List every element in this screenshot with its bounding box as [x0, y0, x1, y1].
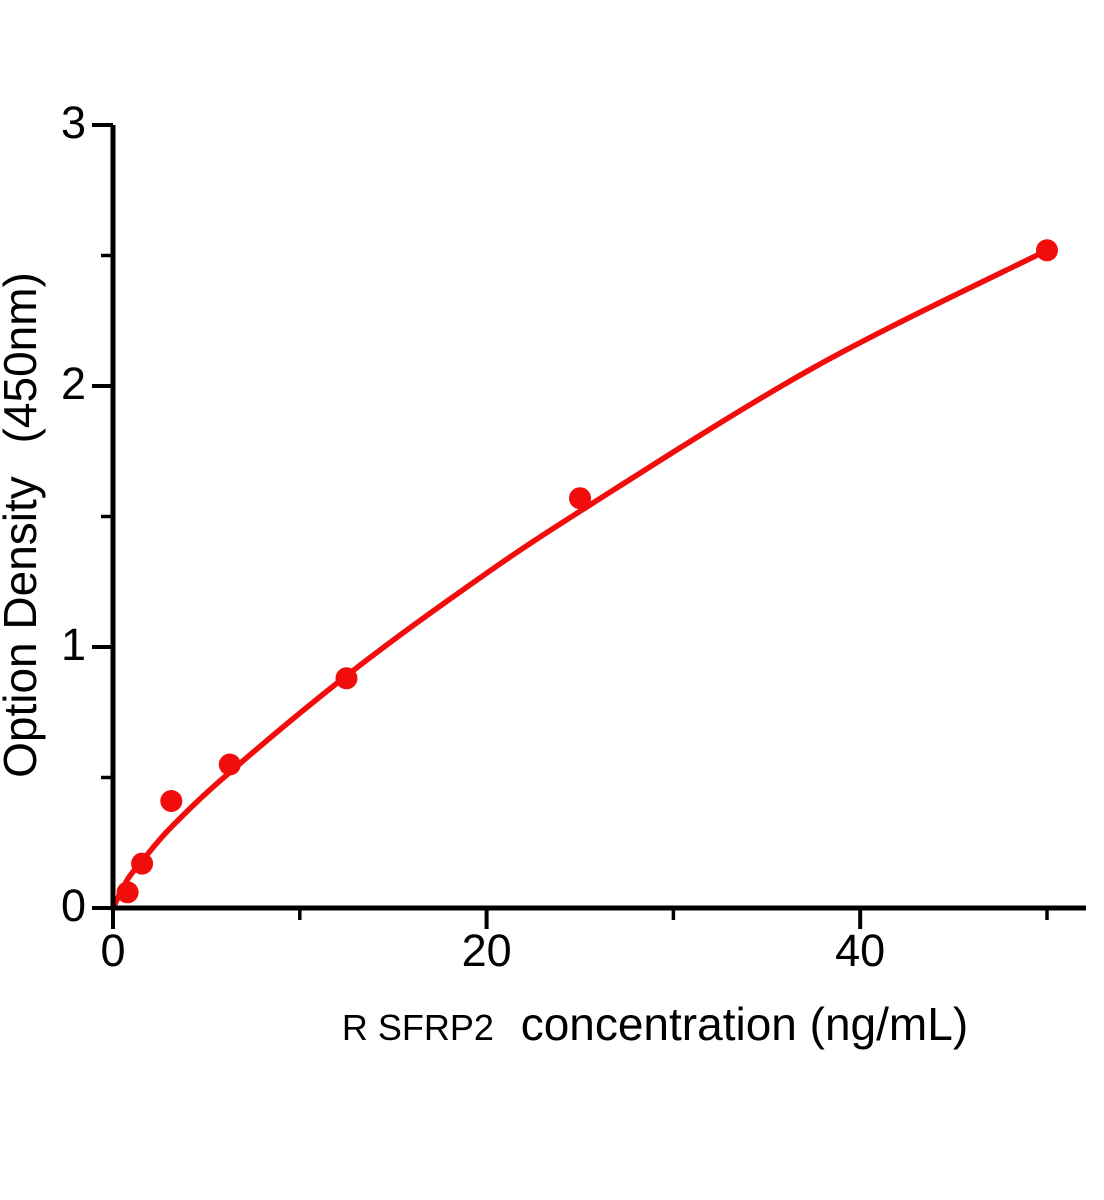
data-point — [569, 487, 591, 510]
data-point — [116, 881, 139, 904]
data-points-layer — [116, 239, 1058, 904]
x-tick-label: 40 — [835, 925, 885, 976]
x-axis-title: R SFRP2 concentration (ng/mL) — [342, 998, 968, 1050]
data-point — [1036, 239, 1058, 262]
y-axis-title-main: Option Density — [0, 476, 46, 778]
y-axis-title-unit: (450nm) — [0, 272, 46, 443]
y-tick-label: 2 — [61, 358, 86, 409]
y-tick-label: 1 — [61, 619, 86, 670]
y-axis-title: Option Density (450nm) — [0, 272, 46, 778]
data-point — [160, 790, 183, 812]
x-tick-label: 0 — [100, 925, 125, 976]
y-tick-label: 3 — [61, 97, 86, 148]
fit-curve — [110, 247, 1050, 911]
x-axis-title-prefix: R SFRP2 — [342, 1007, 494, 1048]
y-tick-label: 0 — [61, 880, 86, 931]
axis-spines — [110, 125, 1086, 911]
data-point — [131, 852, 154, 875]
tick-labels-layer: 0 1 2 3 0 20 40 — [61, 97, 885, 976]
fit-curve-layer — [110, 247, 1050, 911]
data-point — [218, 753, 241, 776]
x-axis-title-main: concentration (ng/mL) — [521, 998, 968, 1050]
data-point — [335, 667, 358, 690]
axes-layer — [92, 123, 1086, 929]
x-tick-label: 20 — [462, 925, 512, 976]
